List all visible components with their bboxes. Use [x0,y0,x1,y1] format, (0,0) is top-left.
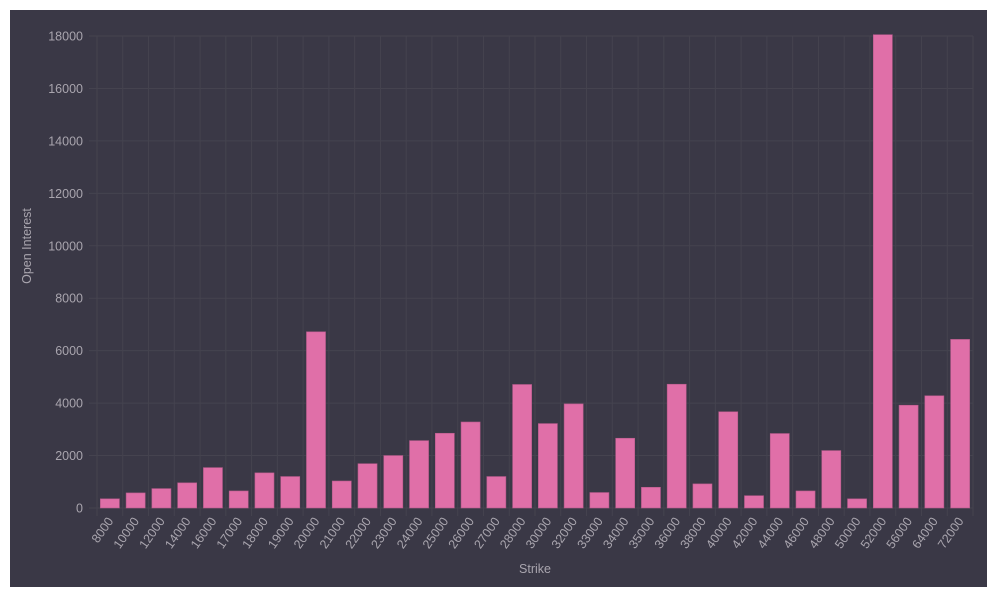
bar[interactable] [538,423,558,509]
bar[interactable] [589,492,610,509]
x-tick-label: 16000 [188,515,219,552]
x-tick-label: 30000 [523,515,554,552]
bar[interactable] [641,486,661,509]
x-tick-label: 17000 [214,515,245,552]
x-tick-label: 33000 [574,515,605,552]
x-tick-label: 24000 [394,515,425,552]
x-tick-label: 44000 [755,515,786,552]
bar[interactable] [847,498,867,509]
bar[interactable] [280,476,301,509]
bar[interactable] [924,395,945,509]
bar[interactable] [306,331,326,509]
x-tick-label: 12000 [136,515,167,552]
x-tick-label: 14000 [162,515,193,552]
x-tick-label: 72000 [935,515,966,552]
bar[interactable] [615,437,636,509]
y-tick-label: 10000 [48,239,83,253]
x-tick-label: 64000 [909,515,940,552]
x-tick-label: 35000 [626,515,657,552]
bar[interactable] [769,433,790,509]
bar[interactable] [331,480,352,509]
x-tick-label: 26000 [446,515,477,552]
bar[interactable] [486,476,507,509]
y-tick-label: 16000 [48,82,83,96]
bar[interactable] [100,498,120,509]
bar[interactable] [409,440,429,509]
x-axis-title: Strike [519,562,551,576]
x-tick-label: 22000 [343,515,374,552]
bar[interactable] [512,384,532,509]
bar[interactable] [744,495,764,509]
x-tick-label: 10000 [111,515,142,552]
bar[interactable] [950,339,970,509]
x-tick-label: 21000 [317,515,348,552]
bar[interactable] [434,432,455,509]
bar[interactable] [383,455,404,509]
bar[interactable] [563,403,584,509]
bar[interactable] [666,383,687,509]
y-tick-label: 4000 [55,397,83,411]
bar[interactable] [821,450,842,509]
x-tick-label: 25000 [420,515,451,552]
bar[interactable] [177,482,198,509]
y-tick-label: 8000 [55,292,83,306]
bar[interactable] [125,492,146,509]
gridlines [89,35,974,516]
x-tick-label: 19000 [265,515,296,552]
x-tick-label: 20000 [291,515,322,552]
bar[interactable] [898,404,919,509]
bar[interactable] [151,488,172,509]
x-tick-label: 36000 [652,515,683,552]
bar[interactable] [692,483,713,509]
x-tick-label: 40000 [703,515,734,552]
y-axis-title: Open Interest [20,208,34,284]
bar[interactable] [357,463,378,509]
bar[interactable] [203,467,223,509]
y-tick-label: 0 [76,502,83,516]
x-tick-label: 42000 [729,515,760,552]
y-tick-label: 14000 [48,134,83,148]
x-tick-label: 23000 [368,515,399,552]
x-tick-label: 56000 [884,515,915,552]
bar[interactable] [228,490,249,509]
x-tick-label: 32000 [549,515,580,552]
x-tick-label: 52000 [858,515,889,552]
x-axis-ticks: 8000100001200014000160001700018000190002… [89,515,967,552]
bar[interactable] [872,34,893,509]
x-tick-label: 34000 [600,515,631,552]
y-tick-label: 12000 [48,187,83,201]
x-tick-label: 50000 [832,515,863,552]
bar[interactable] [795,490,816,509]
x-tick-label: 46000 [781,515,812,552]
y-tick-label: 18000 [48,30,83,44]
y-axis-ticks: 0 2000 4000 6000 8000 10000 12000 14000 16000 180… [48,30,83,516]
bars [100,34,970,509]
x-tick-label: 18000 [240,515,271,552]
bar[interactable] [254,472,275,509]
x-tick-label: 48000 [806,515,837,552]
bar[interactable] [460,421,481,509]
y-tick-label: 2000 [55,449,83,463]
x-tick-label: 38000 [678,515,709,552]
x-tick-label: 28000 [497,515,528,552]
x-tick-label: 27000 [471,515,502,552]
y-tick-label: 6000 [55,344,83,358]
bar[interactable] [718,411,739,509]
